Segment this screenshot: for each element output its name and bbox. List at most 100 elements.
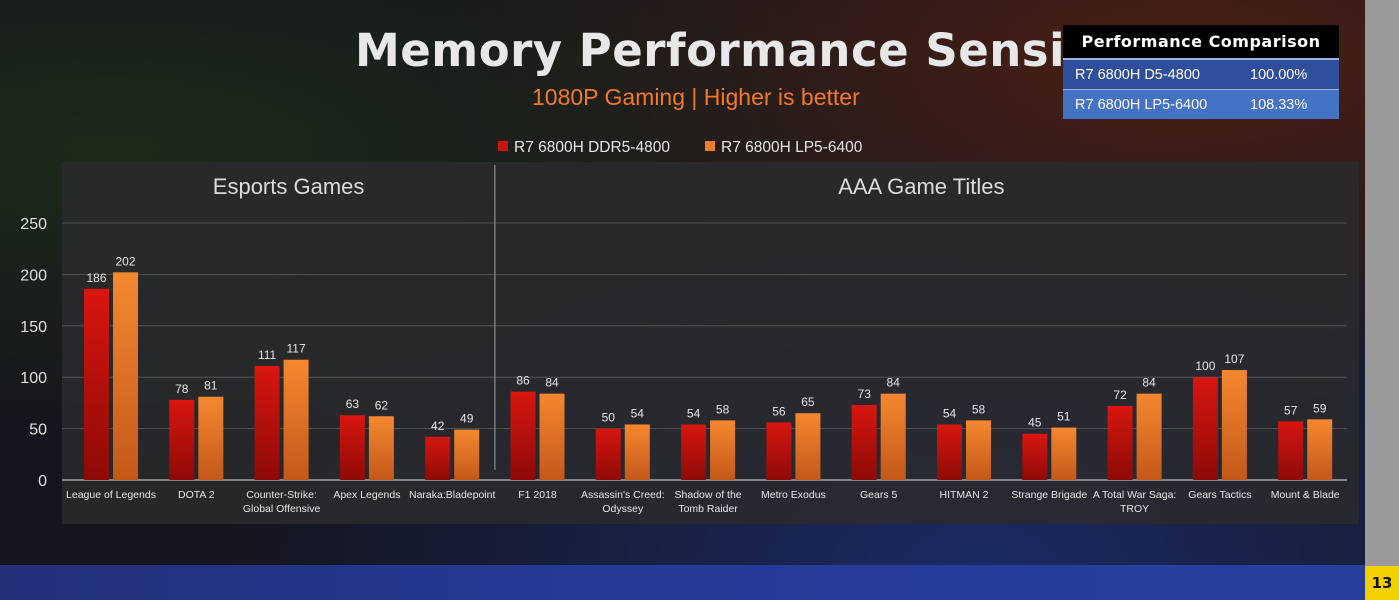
x-tick-label: F1 2018: [518, 489, 557, 501]
data-label: 111: [258, 348, 277, 362]
x-tick-label: TROY: [1120, 503, 1149, 515]
x-tick-label: Mount & Blade: [1271, 489, 1340, 501]
data-label: 100: [1195, 359, 1215, 373]
bar: [1221, 370, 1247, 480]
bar: [113, 272, 138, 480]
bar: [169, 399, 195, 480]
bar: [710, 420, 736, 480]
y-tick-label: 100: [20, 370, 47, 387]
data-label: 57: [1284, 403, 1298, 417]
group-label: AAA Game Titles: [838, 174, 1004, 199]
data-label: 84: [887, 376, 901, 390]
data-label: 59: [1313, 401, 1327, 415]
x-tick-label: Odyssey: [602, 503, 644, 515]
comparison-table-header: Performance Comparison: [1063, 25, 1339, 58]
bar: [84, 288, 109, 480]
data-label: 78: [175, 382, 189, 396]
bar: [880, 393, 906, 480]
data-label: 42: [431, 419, 445, 433]
x-tick-label: League of Legends: [66, 489, 156, 501]
comparison-row-name: R7 6800H LP5-6400: [1075, 96, 1208, 113]
bar: [1051, 427, 1077, 480]
legend-swatch: [498, 141, 508, 151]
bar: [510, 391, 536, 480]
data-label: 58: [972, 402, 986, 416]
bottom-band: [0, 565, 1365, 600]
bar: [454, 429, 480, 480]
bar: [595, 428, 621, 480]
bar: [966, 420, 991, 480]
bar: [624, 424, 650, 480]
data-label: 51: [1057, 410, 1071, 424]
data-label: 86: [516, 374, 530, 388]
comparison-row: R7 6800H D5-4800 100.00%: [1063, 58, 1339, 89]
y-tick-label: 0: [38, 473, 47, 490]
data-label: 50: [602, 411, 616, 425]
data-label: 73: [858, 387, 872, 401]
data-label: 56: [772, 404, 786, 418]
legend-swatch: [705, 141, 715, 151]
data-label: 49: [460, 412, 474, 426]
y-tick-label: 150: [20, 319, 47, 336]
x-tick-label: Tomb Raider: [678, 503, 738, 515]
page-number: 13: [1365, 566, 1399, 600]
bar: [681, 424, 707, 480]
data-label: 81: [204, 379, 218, 393]
bar: [425, 436, 451, 480]
group-label: Esports Games: [213, 174, 365, 199]
data-label: 65: [801, 395, 815, 409]
x-tick-label: Gears Tactics: [1188, 489, 1251, 501]
comparison-row: R7 6800H LP5-6400 108.33%: [1063, 89, 1339, 119]
y-tick-label: 50: [29, 422, 47, 439]
x-tick-label: Naraka:Bladepoint: [409, 489, 495, 501]
x-tick-label: DOTA 2: [178, 489, 215, 501]
x-tick-label: Apex Legends: [333, 489, 400, 501]
performance-comparison-table: Performance Comparison R7 6800H D5-4800 …: [1063, 25, 1339, 119]
comparison-row-value: 100.00%: [1250, 66, 1308, 83]
bar: [1307, 419, 1333, 480]
data-label: 58: [716, 402, 730, 416]
data-label: 54: [943, 406, 957, 420]
bar: [1022, 433, 1048, 480]
bar: [198, 396, 224, 480]
bar: [539, 393, 565, 480]
bar: [937, 424, 962, 480]
data-label: 45: [1028, 416, 1042, 430]
legend-label: R7 6800H DDR5-4800: [514, 139, 670, 156]
bar: [283, 359, 309, 480]
data-label: 117: [287, 342, 306, 356]
y-tick-label: 250: [20, 216, 47, 233]
bar: [368, 416, 394, 480]
x-tick-label: Assassin's Creed:: [581, 489, 665, 501]
bar: [254, 365, 280, 480]
data-label: 72: [1113, 388, 1127, 402]
right-edge-strip: [1365, 0, 1399, 600]
x-tick-label: Shadow of the: [675, 489, 742, 501]
data-label: 186: [86, 271, 106, 285]
bar: [1136, 393, 1162, 480]
x-tick-label: Gears 5: [860, 489, 898, 501]
bar: [766, 422, 792, 480]
x-tick-label: A Total War Saga:: [1093, 489, 1176, 501]
x-tick-label: Global Offensive: [243, 503, 321, 515]
bar: [795, 413, 821, 480]
x-tick-label: Counter-Strike:: [246, 489, 317, 501]
comparison-row-name: R7 6800H D5-4800: [1075, 66, 1200, 83]
data-label: 54: [631, 406, 645, 420]
x-tick-label: HITMAN 2: [939, 489, 988, 501]
data-label: 63: [346, 397, 360, 411]
x-tick-label: Strange Brigade: [1011, 489, 1087, 501]
y-tick-label: 200: [20, 267, 47, 284]
comparison-row-value: 108.33%: [1250, 96, 1308, 113]
data-label: 84: [545, 376, 559, 390]
x-tick-label: Metro Exodus: [761, 489, 826, 501]
bar: [1192, 377, 1218, 480]
data-label: 54: [687, 406, 701, 420]
bar: [1107, 405, 1133, 480]
legend-label: R7 6800H LP5-6400: [721, 139, 863, 156]
bar: [1278, 421, 1304, 480]
data-label: 107: [1224, 352, 1244, 366]
bar: [851, 404, 877, 480]
data-label: 84: [1142, 376, 1156, 390]
